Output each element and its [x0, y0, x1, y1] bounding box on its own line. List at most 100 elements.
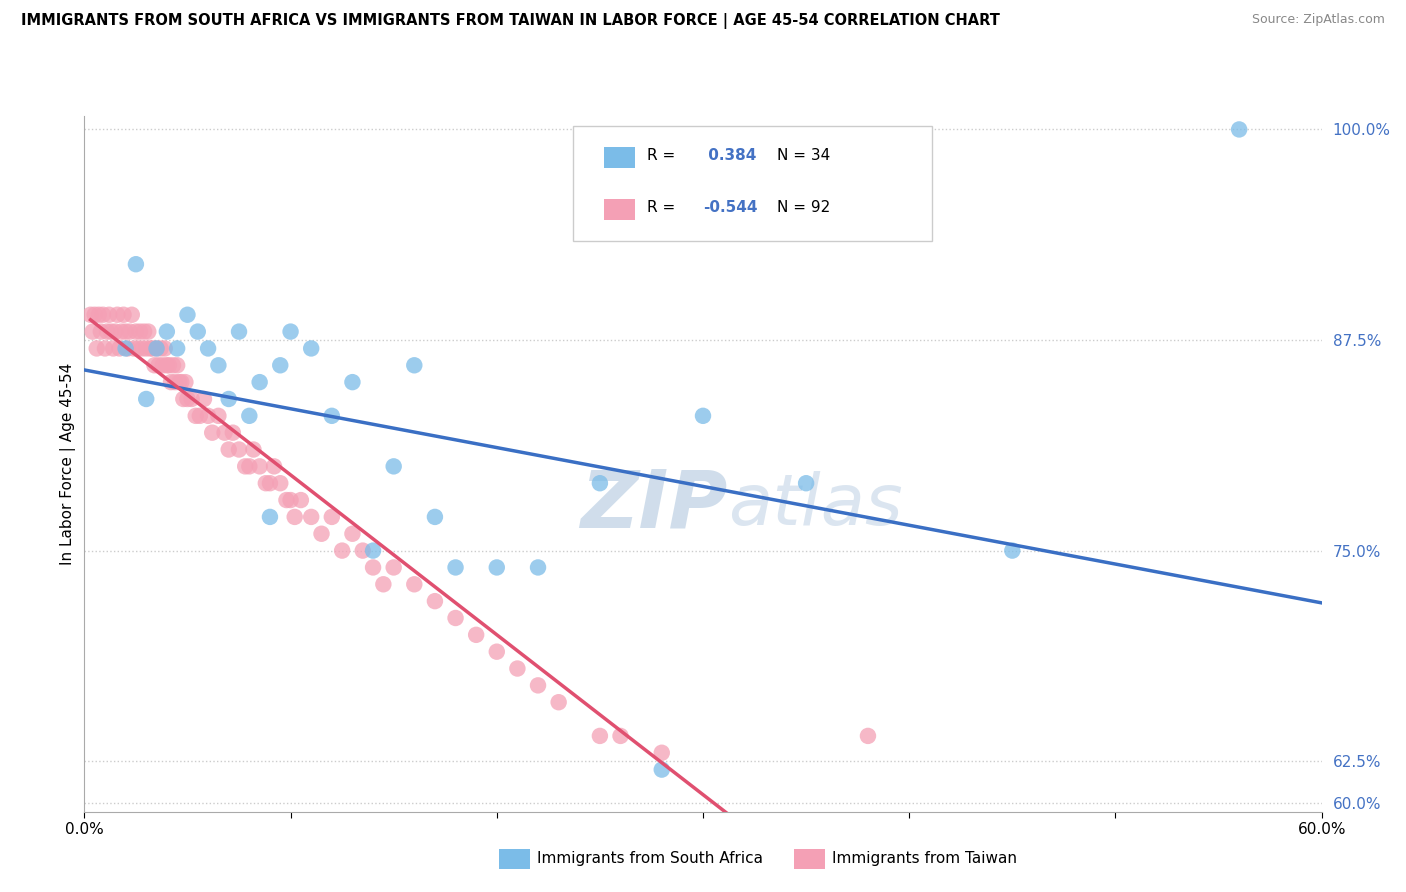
Point	[86, 342, 108, 356]
Point	[321, 409, 343, 423]
Point	[160, 375, 183, 389]
Point	[254, 476, 277, 491]
Point	[91, 308, 114, 322]
Point	[299, 509, 322, 524]
Point	[242, 442, 264, 457]
Text: atlas: atlas	[728, 471, 903, 540]
Point	[506, 661, 529, 675]
Point	[207, 409, 229, 423]
Text: Immigrants from South Africa: Immigrants from South Africa	[537, 852, 763, 866]
Point	[108, 342, 131, 356]
Point	[527, 560, 550, 574]
Point	[176, 392, 198, 406]
Point	[609, 729, 631, 743]
Point	[423, 594, 446, 608]
Point	[238, 459, 260, 474]
Point	[157, 359, 180, 373]
Point	[174, 375, 197, 389]
Point	[166, 359, 188, 373]
Point	[342, 526, 364, 541]
Point	[547, 695, 569, 709]
Point	[311, 526, 333, 541]
Point	[249, 459, 271, 474]
Point	[143, 359, 166, 373]
Point	[222, 425, 245, 440]
Point	[589, 476, 612, 491]
Point	[112, 308, 135, 322]
Point	[444, 611, 467, 625]
Point	[352, 543, 374, 558]
Text: N = 34: N = 34	[778, 148, 831, 163]
Point	[1227, 122, 1250, 136]
Text: 0.384: 0.384	[703, 148, 756, 163]
Point	[197, 342, 219, 356]
Point	[444, 560, 467, 574]
Point	[263, 459, 285, 474]
Point	[162, 359, 184, 373]
Point	[134, 325, 156, 339]
Point	[170, 375, 193, 389]
Point	[290, 493, 312, 508]
Point	[136, 325, 159, 339]
Text: IMMIGRANTS FROM SOUTH AFRICA VS IMMIGRANTS FROM TAIWAN IN LABOR FORCE | AGE 45-5: IMMIGRANTS FROM SOUTH AFRICA VS IMMIGRAN…	[21, 13, 1000, 29]
Point	[193, 392, 215, 406]
Point	[197, 409, 219, 423]
Point	[485, 645, 508, 659]
Point	[156, 359, 179, 373]
Point	[122, 342, 145, 356]
Point	[214, 425, 236, 440]
Point	[117, 342, 139, 356]
Bar	[605, 200, 636, 220]
Point	[153, 342, 176, 356]
Text: N = 92: N = 92	[778, 201, 831, 215]
Point	[152, 359, 174, 373]
Text: R =: R =	[647, 148, 681, 163]
Point	[139, 342, 162, 356]
Point	[172, 392, 194, 406]
Point	[114, 325, 136, 339]
Point	[105, 308, 128, 322]
Point	[373, 577, 395, 591]
Point	[187, 325, 209, 339]
Point	[269, 359, 291, 373]
Point	[276, 493, 298, 508]
Point	[218, 392, 240, 406]
Point	[145, 342, 167, 356]
Point	[127, 342, 149, 356]
Point	[651, 746, 673, 760]
Point	[100, 325, 122, 339]
Point	[184, 409, 207, 423]
FancyBboxPatch shape	[574, 127, 932, 241]
Point	[180, 392, 202, 406]
Point	[1001, 543, 1024, 558]
Point	[94, 342, 117, 356]
Point	[382, 560, 405, 574]
Point	[856, 729, 879, 743]
Point	[165, 375, 187, 389]
Point	[321, 509, 343, 524]
Point	[423, 509, 446, 524]
Point	[156, 325, 179, 339]
Point	[651, 763, 673, 777]
Point	[361, 560, 384, 574]
Point	[129, 325, 152, 339]
Point	[404, 359, 426, 373]
Point	[269, 476, 291, 491]
Point	[114, 342, 136, 356]
Point	[110, 325, 132, 339]
Point	[121, 308, 143, 322]
Point	[589, 729, 612, 743]
Point	[104, 325, 127, 339]
Point	[167, 375, 190, 389]
Point	[135, 342, 157, 356]
Text: Immigrants from Taiwan: Immigrants from Taiwan	[832, 852, 1018, 866]
Text: ZIP: ZIP	[581, 467, 728, 545]
Point	[485, 560, 508, 574]
Point	[218, 442, 240, 457]
Point	[118, 325, 141, 339]
Bar	[605, 147, 636, 169]
Point	[342, 375, 364, 389]
Point	[166, 342, 188, 356]
Point	[404, 577, 426, 591]
Point	[125, 257, 148, 271]
